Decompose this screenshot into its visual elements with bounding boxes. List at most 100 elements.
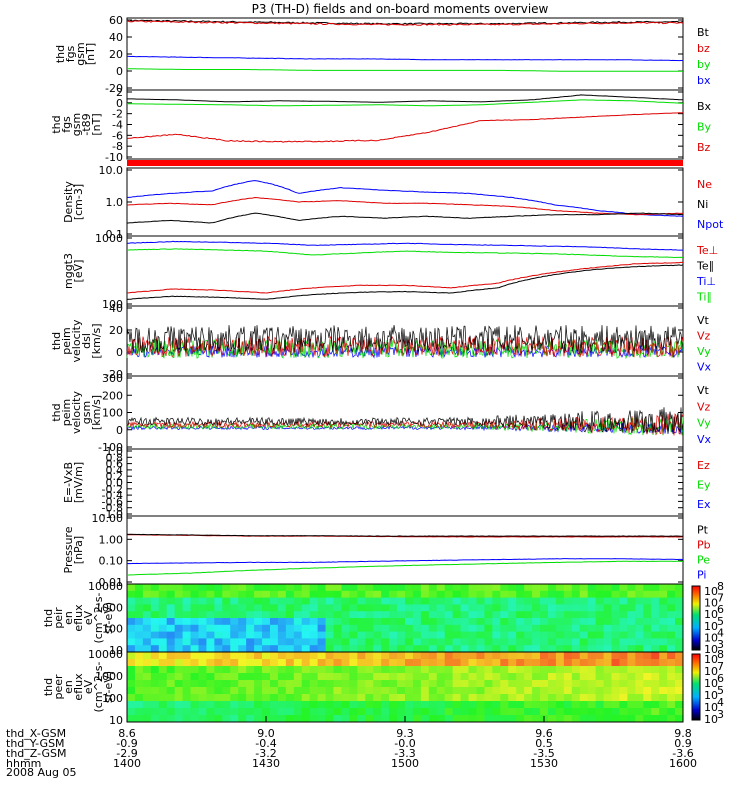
spectrogram-cell (611, 701, 620, 709)
spectrogram-cell (254, 673, 263, 681)
y-axis-label: -t89 (80, 113, 93, 135)
spectrogram-cell (214, 645, 223, 653)
spectrogram-cell (627, 666, 636, 674)
y-tick-label: -1.0 (102, 508, 123, 521)
spectrogram-cell (166, 687, 176, 695)
y-tick-label: 300 (102, 372, 123, 385)
spectrogram-cell (524, 604, 533, 612)
spectrogram-cell (547, 618, 557, 626)
spectrogram-cell (222, 715, 231, 723)
spectrogram-cell (540, 597, 549, 605)
spectrogram-cell (317, 715, 327, 723)
spectrogram-cell (595, 673, 605, 681)
spectrogram-cell (635, 631, 644, 639)
spectrogram-cell (476, 715, 485, 723)
y-axis-label: thd (42, 678, 55, 696)
spectrogram-cell (436, 680, 446, 688)
spectrogram-cell (420, 611, 430, 619)
spectrogram-cell (667, 604, 676, 612)
spectrogram-cell (230, 604, 239, 612)
spectrogram-cell (301, 590, 311, 599)
spectrogram-cell (436, 645, 446, 653)
spectrogram-cell (532, 694, 541, 702)
spectrogram-cell (667, 715, 676, 723)
spectrogram-cell (198, 611, 207, 619)
spectrogram-cell (603, 645, 613, 653)
spectrogram-cell (555, 694, 565, 702)
spectrogram-cell (222, 680, 231, 688)
spectrogram-cell (484, 701, 493, 709)
spectrogram-cell (182, 597, 192, 605)
series-Bx (127, 94, 683, 103)
spectrogram-cell (643, 715, 652, 723)
spectrogram-cell (198, 624, 207, 633)
spectrogram-cell (532, 701, 541, 709)
spectrogram-cell (230, 624, 239, 633)
spectrogram-cell (444, 687, 454, 695)
spectrogram-cell (293, 687, 303, 695)
spectrogram-cell (444, 708, 454, 716)
series-Ti⊥ (126, 240, 683, 251)
spectrogram-cell (476, 645, 485, 653)
spectrogram-cell (166, 659, 176, 667)
spectrogram-cell (365, 618, 374, 626)
spectrogram-cell (134, 673, 144, 681)
xaxis-row-label: hhmm (6, 757, 41, 770)
spectrogram-cell (547, 694, 557, 702)
spectrogram-cell (476, 652, 485, 660)
spectrogram-cell (659, 624, 668, 633)
spectrogram-cell (317, 590, 327, 599)
spectrogram-cell (420, 584, 430, 592)
spectrogram-cell (269, 584, 279, 592)
spectrogram-cell (468, 659, 477, 667)
spectrogram-cell (500, 618, 509, 626)
xaxis-value: 9.0 (257, 727, 275, 740)
y-tick-label: -20 (105, 368, 123, 381)
spectrogram-cell (277, 715, 287, 723)
spectrogram-cell (198, 645, 207, 653)
spectrogram-cell (134, 624, 144, 633)
spectrogram-cell (627, 701, 636, 709)
spectrogram-cell (603, 652, 613, 660)
spectrogram-cell (651, 645, 660, 653)
spectrogram-cell (166, 590, 176, 599)
spectrogram-cell (587, 715, 597, 723)
spectrogram-cell (277, 673, 287, 681)
y-tick-label: 100 (102, 692, 123, 705)
spectrogram-cell (277, 652, 287, 660)
spectrogram-cell (222, 597, 231, 605)
spectrogram-cell (158, 590, 168, 599)
spectrogram-cell (285, 624, 295, 633)
spectrogram-cell (540, 694, 549, 702)
spectrogram-cell (444, 701, 454, 709)
spectrogram-cell (293, 638, 303, 646)
spectrogram-cell (635, 666, 644, 674)
spectrogram-cell (389, 638, 398, 646)
spectrogram-cell (142, 584, 152, 592)
spectrogram-cell (285, 645, 295, 653)
spectrogram-cell (317, 645, 327, 653)
spectrogram-cell (325, 687, 335, 695)
spectrogram-cell (476, 631, 485, 639)
spectrogram-cell (365, 638, 374, 646)
spectrogram-cell (269, 673, 279, 681)
spectrogram-cell (627, 618, 636, 626)
spectrogram-cell (675, 597, 684, 605)
spectrogram-cell (547, 680, 557, 688)
spectrogram-cell (563, 631, 573, 639)
spectrogram-cell (262, 584, 271, 592)
spectrogram-cell (540, 687, 549, 695)
spectrogram-cell (127, 597, 136, 605)
spectrogram-cell (301, 604, 311, 612)
spectrogram-cell (547, 715, 557, 723)
colorbar-label: 10 (704, 608, 718, 621)
spectrogram-cell (540, 652, 549, 660)
series-Te⊥ (127, 261, 684, 294)
spectrogram-cell (412, 604, 422, 612)
spectrogram-cell (555, 652, 565, 660)
spectrogram-cell (397, 659, 406, 667)
spectrogram-cell (389, 701, 398, 709)
spectrogram-cell (317, 687, 327, 695)
spectrogram-cell (579, 666, 589, 674)
